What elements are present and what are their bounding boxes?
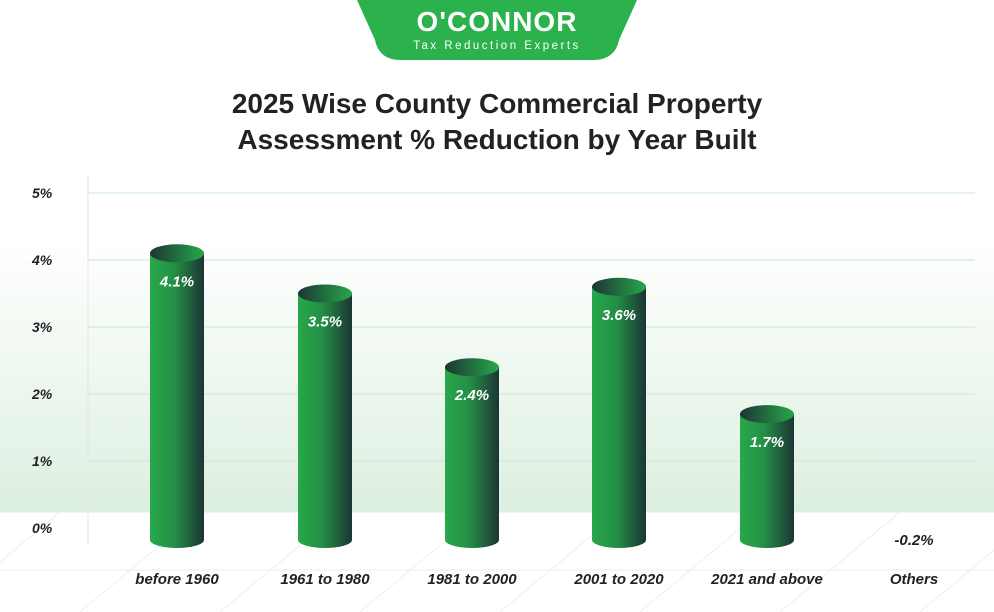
bar [740,414,794,548]
chart-title: 2025 Wise County Commercial Property Ass… [0,86,994,158]
x-tick-label: 1981 to 2000 [427,571,517,588]
bar [150,253,204,549]
x-tick-label: 1961 to 1980 [280,571,370,588]
data-label: 4.1% [159,273,194,290]
x-tick-label: 2001 to 2020 [573,571,664,588]
oconnor-logo: O'CONNOR Tax Reduction Experts [357,0,637,60]
bar-top [150,244,204,263]
data-label: 3.5% [308,314,342,331]
data-label: 2.4% [454,387,489,404]
floor-grid-line [919,549,994,612]
x-tick-label: 2021 and above [710,571,823,588]
data-label: 1.7% [750,434,784,451]
bar [445,367,499,548]
bar-top [298,284,352,303]
data-label: -0.2% [894,532,933,549]
y-tick-label: 2% [31,386,53,402]
x-tick-label: Others [890,571,938,588]
chart-title-line1: 2025 Wise County Commercial Property [231,88,763,119]
bar [592,286,646,548]
logo-name: O'CONNOR [416,6,578,37]
y-tick-label: 4% [31,252,53,268]
floor-grid-line [779,511,901,612]
bar-top [740,405,794,424]
logo-banner-shape [357,0,637,60]
y-tick-label: 3% [32,319,53,335]
x-tick-label: before 1960 [135,571,219,588]
y-tick-label: 0% [32,520,53,536]
data-label: 3.6% [602,307,636,324]
logo-tagline: Tax Reduction Experts [413,40,581,52]
bar-top [592,277,646,296]
chart-title-line2: Assessment % Reduction by Year Built [237,124,757,155]
bar-top [445,358,499,377]
bar [298,293,352,548]
y-tick-label: 1% [32,453,53,469]
floor-grid-line [0,511,61,563]
y-tick-label: 5% [32,185,53,201]
